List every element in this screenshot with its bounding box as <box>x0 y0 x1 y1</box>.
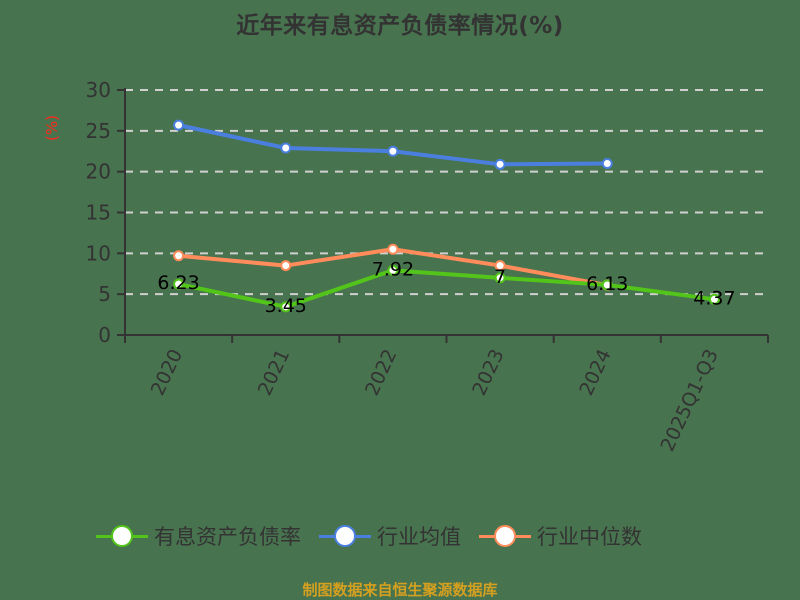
data-point[interactable] <box>280 301 292 313</box>
y-tick-label: 15 <box>86 201 111 225</box>
series-line <box>178 123 608 167</box>
data-point[interactable] <box>601 279 613 291</box>
data-point[interactable] <box>280 260 292 272</box>
x-tick-label: 2022 <box>361 346 401 399</box>
data-point[interactable] <box>387 264 399 276</box>
y-tick-label: 25 <box>86 119 111 143</box>
chart-title: 近年来有息资产负债率情况(%) <box>236 13 564 39</box>
x-tick-label: 2024 <box>575 346 615 399</box>
data-point[interactable] <box>173 278 185 290</box>
data-labels: 6.23 3.45 7.92 7 6.13 4.37 <box>157 258 735 317</box>
y-tick-label: 0 <box>98 323 111 347</box>
legend-marker-icon <box>479 520 531 552</box>
x-tick-label: 2025Q1-Q3 <box>657 346 723 455</box>
legend-marker-icon <box>319 520 371 552</box>
data-point[interactable] <box>601 158 613 169</box>
legend-label: 行业中位数 <box>537 525 642 549</box>
legend-marker-icon <box>96 520 148 552</box>
y-tick-label: 5 <box>98 282 111 306</box>
data-point[interactable] <box>280 142 292 154</box>
legend: 有息资产负债率 行业均值 行业中位数 <box>96 520 642 552</box>
axes: 0 5 10 15 20 25 30 2020 2021 2022 2023 2024 2025Q1-Q… <box>86 78 769 455</box>
legend-item-industry-mean[interactable]: 行业均值 <box>319 520 461 552</box>
y-tick-label: 10 <box>86 241 111 265</box>
legend-item-interest-debt-ratio[interactable]: 有息资产负债率 <box>96 520 301 552</box>
data-point[interactable] <box>387 243 399 255</box>
data-point[interactable] <box>494 260 506 272</box>
data-label: 7 <box>494 266 506 288</box>
x-tick-label: 2021 <box>254 346 294 399</box>
data-label: 3.45 <box>265 295 307 317</box>
series-line <box>178 268 715 309</box>
data-label: 6.13 <box>586 273 628 295</box>
x-tick-label: 2023 <box>468 346 508 399</box>
y-axis-unit-label: (%) <box>43 115 61 141</box>
data-point[interactable] <box>387 145 399 157</box>
data-point[interactable] <box>173 119 185 131</box>
legend-label: 行业均值 <box>377 525 461 549</box>
data-point[interactable] <box>173 250 185 262</box>
legend-item-industry-median[interactable]: 行业中位数 <box>479 520 642 552</box>
data-source-note: 制图数据来自恒生聚源数据库 <box>302 581 498 599</box>
y-tick-label: 20 <box>86 160 111 184</box>
series-lines <box>173 119 720 313</box>
data-point[interactable] <box>494 158 506 170</box>
data-label: 4.37 <box>693 287 735 309</box>
data-label: 7.92 <box>372 258 414 280</box>
legend-label: 有息资产负债率 <box>154 525 301 549</box>
data-point[interactable] <box>494 272 506 284</box>
grid-lines <box>125 89 768 296</box>
data-point[interactable] <box>708 293 720 305</box>
y-tick-label: 30 <box>86 78 111 102</box>
x-tick-label: 2020 <box>147 346 187 399</box>
data-label: 6.23 <box>157 272 199 294</box>
